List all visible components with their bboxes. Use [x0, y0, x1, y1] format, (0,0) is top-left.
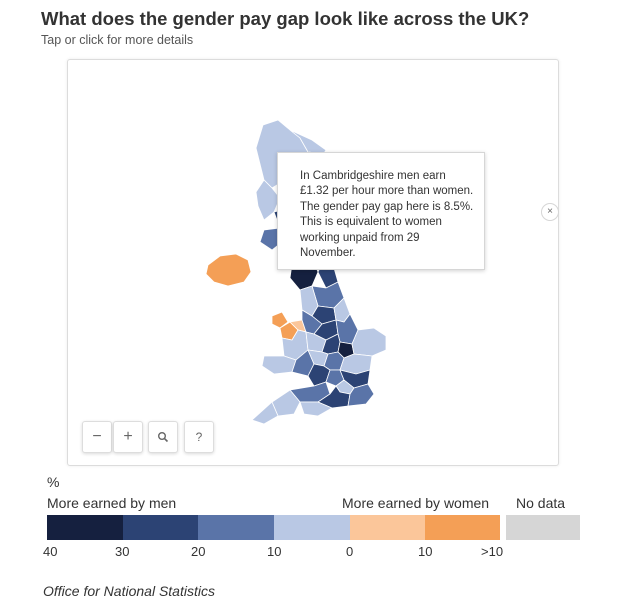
legend-nodata-label: No data [516, 495, 566, 511]
chart-subtitle: Tap or click for more details [41, 33, 194, 47]
legend-swatch-40-30 [47, 515, 123, 540]
legend-tick: 10 [418, 544, 433, 559]
legend-swatch-20-10 [198, 515, 274, 540]
legend-swatch-no-data [506, 515, 580, 540]
legend-men-label: More earned by men [47, 495, 177, 511]
tooltip-text: In Cambridgeshire men earn £1.32 per hou… [300, 170, 474, 260]
region-argyll[interactable] [255, 179, 281, 221]
legend-swatch-30-20 [123, 515, 198, 540]
legend-swatch-0-10 [350, 515, 425, 540]
region-tooltip: In Cambridgeshire men earn £1.32 per hou… [277, 152, 485, 270]
legend-unit: % [47, 474, 60, 490]
region-northern-ireland[interactable] [205, 253, 252, 287]
zoom-out-button[interactable]: − [82, 421, 112, 453]
legend-swatch-10-0 [274, 515, 350, 540]
region-cornwall[interactable] [251, 401, 279, 425]
region-anglesey[interactable] [271, 311, 289, 329]
help-button[interactable]: ? [184, 421, 214, 453]
legend-tick: 40 [43, 544, 58, 559]
search-button[interactable] [148, 421, 178, 453]
search-icon [158, 432, 169, 443]
source-credit: Office for National Statistics [43, 583, 215, 599]
legend-tick: 0 [346, 544, 354, 559]
region-norfolk[interactable] [351, 327, 387, 357]
zoom-in-button[interactable]: + [113, 421, 143, 453]
chart-title: What does the gender pay gap look like a… [41, 8, 530, 29]
legend-tick: 10 [267, 544, 282, 559]
legend-tick: 30 [115, 544, 130, 559]
legend-tick: 20 [191, 544, 206, 559]
region-kent[interactable] [347, 383, 375, 407]
tooltip-close-button[interactable]: × [541, 203, 559, 221]
legend-swatch-over-10 [425, 515, 500, 540]
region-dorset[interactable] [299, 401, 333, 417]
region-dyfed[interactable] [261, 355, 297, 375]
legend-tick: >10 [481, 544, 504, 559]
legend-women-label: More earned by women [342, 495, 490, 511]
